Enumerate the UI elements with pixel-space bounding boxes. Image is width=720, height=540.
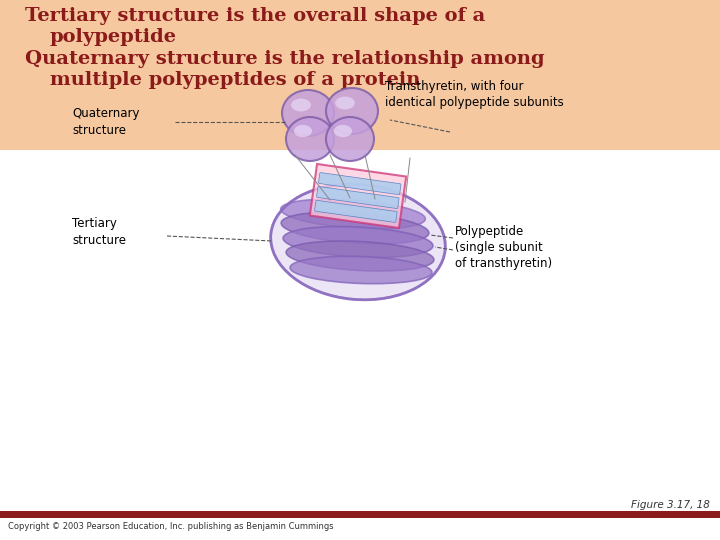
- Ellipse shape: [335, 97, 355, 110]
- Ellipse shape: [282, 90, 334, 136]
- Ellipse shape: [286, 117, 334, 161]
- FancyBboxPatch shape: [317, 186, 399, 208]
- Text: Polypeptide
(single subunit
of transthyretin): Polypeptide (single subunit of transthyr…: [455, 226, 552, 271]
- Ellipse shape: [283, 226, 433, 258]
- Text: multiple polypeptides of a protein: multiple polypeptides of a protein: [50, 71, 420, 89]
- FancyBboxPatch shape: [318, 173, 401, 194]
- Ellipse shape: [282, 212, 429, 244]
- Text: Quaternary structure is the relationship among: Quaternary structure is the relationship…: [25, 50, 544, 68]
- Bar: [0, 0, 720, 150]
- Text: Figure 3.17, 18: Figure 3.17, 18: [631, 500, 710, 510]
- Text: Transthyretin, with four
identical polypeptide subunits: Transthyretin, with four identical polyp…: [385, 80, 564, 109]
- Text: Copyright © 2003 Pearson Education, Inc. publishing as Benjamin Cummings: Copyright © 2003 Pearson Education, Inc.…: [8, 522, 333, 531]
- Bar: [0, 511, 720, 518]
- Text: Tertiary
structure: Tertiary structure: [72, 218, 126, 246]
- Text: polypeptide: polypeptide: [50, 28, 177, 46]
- Ellipse shape: [326, 88, 378, 134]
- Ellipse shape: [271, 184, 445, 300]
- Text: Quaternary
structure: Quaternary structure: [72, 107, 140, 137]
- FancyBboxPatch shape: [310, 164, 406, 228]
- Ellipse shape: [326, 117, 374, 161]
- Text: Tertiary structure is the overall shape of a: Tertiary structure is the overall shape …: [25, 7, 485, 25]
- FancyBboxPatch shape: [315, 200, 397, 222]
- Ellipse shape: [291, 99, 311, 111]
- Ellipse shape: [281, 199, 426, 229]
- Ellipse shape: [294, 125, 312, 137]
- Ellipse shape: [334, 125, 352, 137]
- Ellipse shape: [290, 256, 432, 284]
- Ellipse shape: [286, 241, 434, 271]
